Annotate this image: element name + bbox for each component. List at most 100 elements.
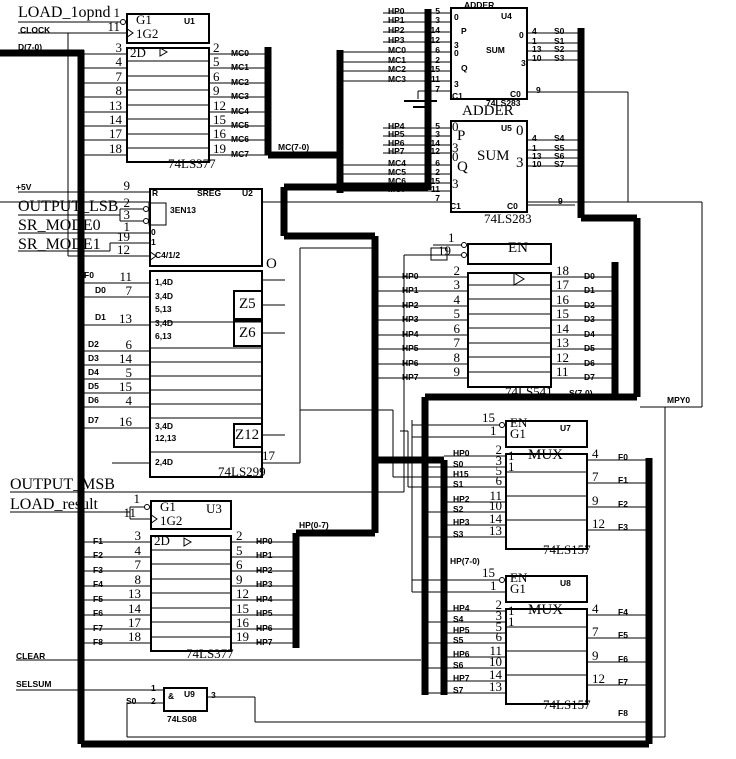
u3-in-net: F1 (93, 536, 103, 546)
u1-in-pin: 8 (115, 83, 123, 98)
u3-in-pin: 14 (128, 601, 141, 616)
u2-o-label: O (266, 256, 277, 272)
u2-header[interactable] (149, 188, 263, 267)
signal-output-lsb: OUTPUT_LSB (18, 198, 119, 215)
u4-c0-label: C0 (510, 89, 521, 99)
u8-in-net: S5 (453, 635, 464, 645)
u7-out-pin: 12 (592, 516, 605, 531)
u4-part-label: 74LS283 (486, 98, 521, 108)
u2-in-pin: 7 (125, 283, 133, 298)
u4-refdes: U4 (501, 11, 512, 21)
u7-in-net: S1 (453, 479, 464, 489)
u2-in-pin: 14 (119, 351, 132, 366)
u4-b-pin: 11 (431, 74, 440, 84)
u541-out-net: D5 (584, 343, 595, 353)
ground-icon (404, 100, 437, 108)
u4-a-net: HP2 (388, 25, 405, 35)
u1-out-pin: 9 (213, 83, 220, 98)
u2-z12-label: Z12 (235, 427, 260, 443)
signal-load-result: LOAD_result (10, 496, 98, 513)
u2-in-pin: 16 (119, 414, 132, 429)
u5-s-pin: 4 (532, 133, 537, 143)
u4-s-net: S3 (554, 53, 565, 63)
u5-c1-pin: 7 (435, 193, 440, 203)
u2-in-pin: 11 (119, 269, 132, 284)
u8-out-net: F4 (618, 607, 628, 617)
u1-out-net: MC5 (231, 120, 249, 130)
u2-z12-box (233, 423, 263, 448)
u541-in-pin: 8 (453, 350, 461, 365)
u8-out-net: F7 (618, 677, 628, 687)
u3-in-net: F6 (93, 608, 103, 618)
u3-in-net: F3 (93, 565, 103, 575)
u2-r-label: R (152, 188, 159, 198)
u7-in-net: H15 (453, 469, 469, 479)
u4-s-net: S1 (554, 36, 565, 46)
u5-a-net: HP4 (388, 121, 405, 131)
u8-mux-label: MUX (528, 602, 564, 618)
u9-and-symbol: & (168, 691, 175, 701)
u9-body[interactable] (163, 687, 208, 712)
u2-in-net: D7 (88, 415, 99, 425)
u2-in-net: D4 (88, 367, 99, 377)
u4-title: ADDER (464, 0, 495, 10)
u5-a-pin: 3 (435, 129, 440, 139)
u4-body[interactable] (450, 7, 528, 100)
u3-g2-label: 1G2 (160, 513, 183, 528)
u4-q-msb: 0 (454, 48, 459, 58)
u7-body[interactable] (505, 453, 588, 550)
u541-in-pin: 4 (453, 292, 461, 307)
u5-s-lsb: 3 (516, 155, 524, 171)
u1-in-pin: 17 (109, 126, 122, 141)
u4-b-net: MC1 (388, 55, 406, 65)
u5-b-net: MC5 (388, 167, 406, 177)
u5-a-pin: 14 (430, 138, 440, 148)
u4-c1-label: C1 (452, 91, 463, 101)
u3-out-pin: 15 (236, 601, 249, 616)
u3-out-pin: 12 (236, 586, 249, 601)
u541-in-net: HP6 (402, 358, 419, 368)
u8-in-net: S6 (453, 660, 464, 670)
u5-body[interactable] (450, 120, 528, 213)
u3-out-net: HP4 (256, 594, 273, 604)
u2-in-pin: 4 (125, 393, 133, 408)
u5-b-pin: 15 (430, 176, 440, 186)
u4-s-net: S0 (554, 26, 565, 36)
u2-in-net: D3 (88, 353, 99, 363)
u5-sum-label: SUM (477, 148, 510, 164)
u5-s-net: S6 (554, 151, 565, 161)
u1-in-pin: 7 (115, 69, 123, 84)
u7-in-pin: 11 (489, 488, 502, 503)
u1-g2-label: 1G2 (136, 26, 159, 41)
u8-body[interactable] (505, 608, 588, 705)
u4-c0-pin: 9 (536, 85, 541, 95)
u541-out-pin: 12 (556, 350, 569, 365)
u8-header[interactable] (505, 575, 588, 603)
u7-header[interactable] (505, 420, 588, 448)
u541-out-net: D2 (584, 300, 595, 310)
u2-z5-label: Z5 (239, 296, 256, 312)
u2-in-net: D0 (95, 285, 106, 295)
u5-s-pin: 13 (532, 151, 542, 161)
u8-en-label: EN (510, 570, 528, 585)
u2-in-net: D5 (88, 381, 99, 391)
u7-in-pin: 3 (495, 453, 503, 468)
u2-z5-box (233, 290, 263, 320)
u541-in-net: HP7 (402, 372, 419, 382)
u4-b-pin: 2 (435, 55, 440, 65)
u7-in-net: S2 (453, 504, 464, 514)
u9-refdes: U9 (184, 689, 195, 699)
u3-in-pin: 8 (134, 572, 142, 587)
u541-in-pin: 3 (453, 277, 461, 292)
u2-in-pin: 13 (119, 311, 132, 326)
u3-out-net: HP7 (256, 637, 273, 647)
u3-header[interactable] (150, 500, 232, 530)
u541-in-net: HP3 (402, 314, 419, 324)
u2-mode-tag: 1,4D (155, 277, 173, 287)
u541-header[interactable] (467, 243, 552, 265)
u5-s-pin: 1 (532, 143, 537, 153)
u8-in-net: S7 (453, 685, 464, 695)
u541-body[interactable] (467, 272, 552, 388)
u8-in-pin: 5 (495, 619, 503, 634)
u2-pin-clk: 12 (117, 242, 130, 257)
